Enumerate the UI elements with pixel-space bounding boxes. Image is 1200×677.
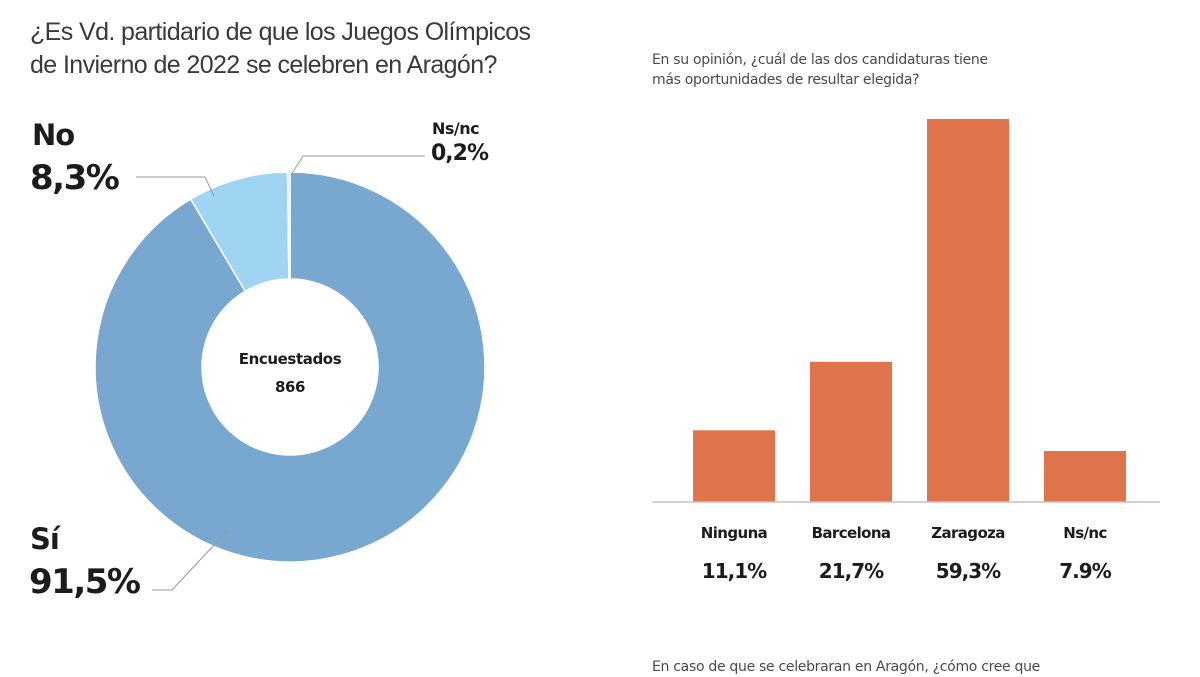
bar-category-label: Barcelona	[812, 524, 891, 542]
slice-label-si-value: 91,5%	[29, 562, 141, 602]
slice-label-nsnc-name: Ns/nc	[432, 119, 480, 138]
bar-chart: Ninguna 11,1% Barcelona 21,7% Zaragoza 59,3% N…	[693, 119, 1126, 583]
donut-center-label: Encuestados	[239, 350, 342, 368]
bar-ninguna	[693, 430, 775, 502]
slice-si	[94, 171, 486, 563]
donut-center-value: 866	[275, 378, 305, 396]
slice-label-si-name: Sí	[30, 522, 60, 556]
next-question-line-1: En caso de que se celebraran en Aragón, …	[652, 659, 1040, 675]
bar-question-line-1: En su opinión, ¿cuál de las dos candidat…	[652, 52, 988, 68]
next-question: En caso de que se celebraran en Aragón, …	[652, 657, 1152, 677]
bar-value-label: 21,7%	[819, 559, 884, 583]
slice-label-no-name: No	[32, 118, 75, 152]
bar-value-label: 59,3%	[936, 559, 1001, 583]
bar-question: En su opinión, ¿cuál de las dos candidat…	[652, 50, 1132, 90]
bar-value-label: 11,1%	[702, 559, 767, 583]
slice-nsnc	[286, 171, 291, 280]
bar-barcelona	[810, 361, 892, 502]
donut-question: ¿Es Vd. partidario de que los Juegos Olí…	[30, 16, 590, 82]
donut-question-line-1: ¿Es Vd. partidario de que los Juegos Olí…	[30, 18, 531, 46]
leader-line-nsnc	[290, 155, 425, 176]
bar-value-label: 7.9%	[1059, 559, 1111, 583]
slice-label-no-value: 8,3%	[30, 158, 120, 198]
donut-question-line-2: de Invierno de 2022 se celebren en Aragó…	[30, 51, 497, 79]
bar-zaragoza	[927, 119, 1009, 502]
donut-chart	[94, 171, 486, 563]
slice-label-nsnc-value: 0,2%	[431, 141, 489, 166]
bar-category-label: Ninguna	[701, 524, 767, 542]
bar-category-label: Ns/nc	[1063, 524, 1107, 542]
bar-question-line-2: más oportunidades de resultar elegida?	[652, 72, 920, 88]
bar-nsnc	[1044, 450, 1126, 502]
leader-line-si	[152, 529, 229, 591]
leader-line-no	[136, 176, 215, 197]
bar-category-label: Zaragoza	[931, 524, 1005, 542]
